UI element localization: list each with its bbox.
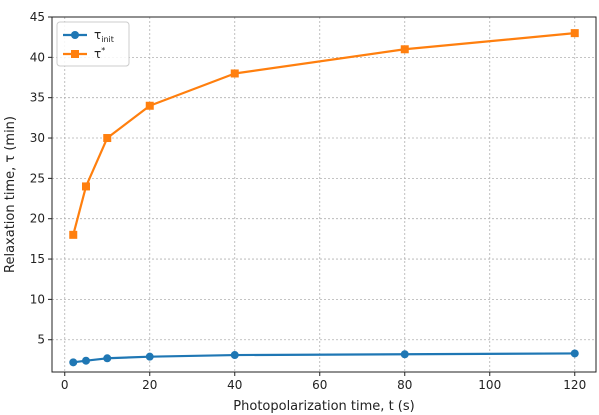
legend-marker [71,50,79,58]
data-point [570,349,579,358]
series-1 [69,29,579,239]
x-tick-label: 100 [478,378,501,392]
x-tick-label: 60 [312,378,327,392]
data-point [103,354,112,363]
data-point [103,134,112,143]
y-tick-label: 35 [30,91,45,105]
legend-item-1: τ* [63,46,105,61]
y-axis-label: Relaxation time, τ (min) [3,116,18,273]
legend-item-0: τinit [63,28,114,44]
x-tick-label: 80 [397,378,412,392]
legend-label-main: τ [94,28,101,42]
legend-label: τinit [94,28,114,44]
data-point [230,69,239,78]
x-tick-label: 0 [61,378,69,392]
y-tick-label: 45 [30,10,45,24]
data-point [230,351,239,360]
data-point [69,358,78,367]
y-tick-label: 40 [30,50,45,64]
series-0 [69,349,579,367]
y-axis: 5 10 15 20 25 30 35 40 45 [30,10,52,347]
legend-label-superscript: * [101,46,105,55]
x-axis: 0 20 40 60 80 100 120 [61,372,586,392]
x-tick-label: 20 [142,378,157,392]
data-point [145,352,154,361]
data-point [145,101,154,110]
data-point [82,356,90,365]
x-axis-label: Photopolarization time, t (s) [233,399,414,414]
data-point [570,29,579,38]
y-tick-label: 5 [37,333,45,347]
x-tick-label: 40 [227,378,242,392]
x-tick-label: 120 [563,378,586,392]
y-tick-label: 25 [30,171,45,185]
data-point [400,45,409,54]
legend-label: τ* [94,46,105,61]
y-tick-label: 30 [30,131,45,145]
series-layer [69,29,579,367]
data-point [82,182,90,191]
data-point [400,350,409,359]
legend-box [56,21,130,67]
data-point [69,230,78,239]
y-tick-label: 10 [30,292,45,306]
y-tick-label: 20 [30,212,45,226]
legend-label-subscript: init [101,35,114,44]
plot-area-frame [51,16,597,373]
legend-label-main: τ [94,47,101,61]
y-tick-label: 15 [30,252,45,266]
legend-marker [71,31,79,39]
